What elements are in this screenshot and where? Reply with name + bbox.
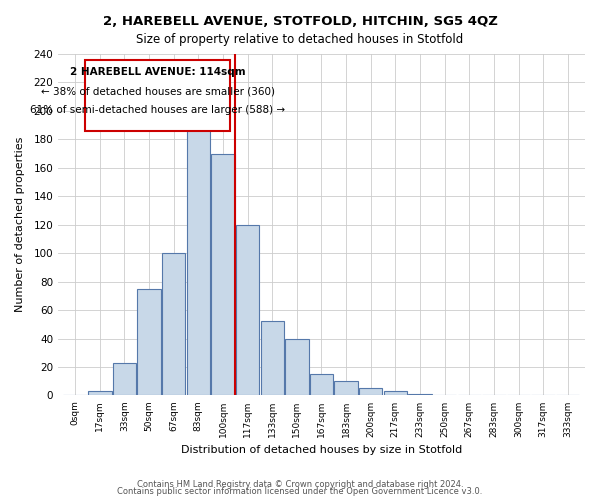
Bar	[408, 394, 431, 396]
Y-axis label: Number of detached properties: Number of detached properties	[15, 137, 25, 312]
Bar	[334, 381, 358, 396]
Bar	[211, 154, 235, 396]
Bar	[359, 388, 382, 396]
Bar	[88, 391, 112, 396]
Bar	[285, 338, 308, 396]
Bar	[310, 374, 333, 396]
Text: 61% of semi-detached houses are larger (588) →: 61% of semi-detached houses are larger (…	[30, 105, 285, 115]
Text: Contains public sector information licensed under the Open Government Licence v3: Contains public sector information licen…	[118, 487, 482, 496]
Text: ← 38% of detached houses are smaller (360): ← 38% of detached houses are smaller (36…	[41, 86, 275, 97]
Bar	[162, 253, 185, 396]
Bar	[260, 322, 284, 396]
X-axis label: Distribution of detached houses by size in Stotfold: Distribution of detached houses by size …	[181, 445, 462, 455]
Bar	[236, 224, 259, 396]
Text: 2, HAREBELL AVENUE, STOTFOLD, HITCHIN, SG5 4QZ: 2, HAREBELL AVENUE, STOTFOLD, HITCHIN, S…	[103, 15, 497, 28]
Bar	[187, 121, 210, 396]
Text: Contains HM Land Registry data © Crown copyright and database right 2024.: Contains HM Land Registry data © Crown c…	[137, 480, 463, 489]
Bar	[137, 288, 161, 396]
Bar	[383, 391, 407, 396]
Text: Size of property relative to detached houses in Stotfold: Size of property relative to detached ho…	[136, 32, 464, 46]
FancyBboxPatch shape	[85, 60, 230, 131]
Text: 2 HAREBELL AVENUE: 114sqm: 2 HAREBELL AVENUE: 114sqm	[70, 67, 245, 77]
Bar	[113, 362, 136, 396]
